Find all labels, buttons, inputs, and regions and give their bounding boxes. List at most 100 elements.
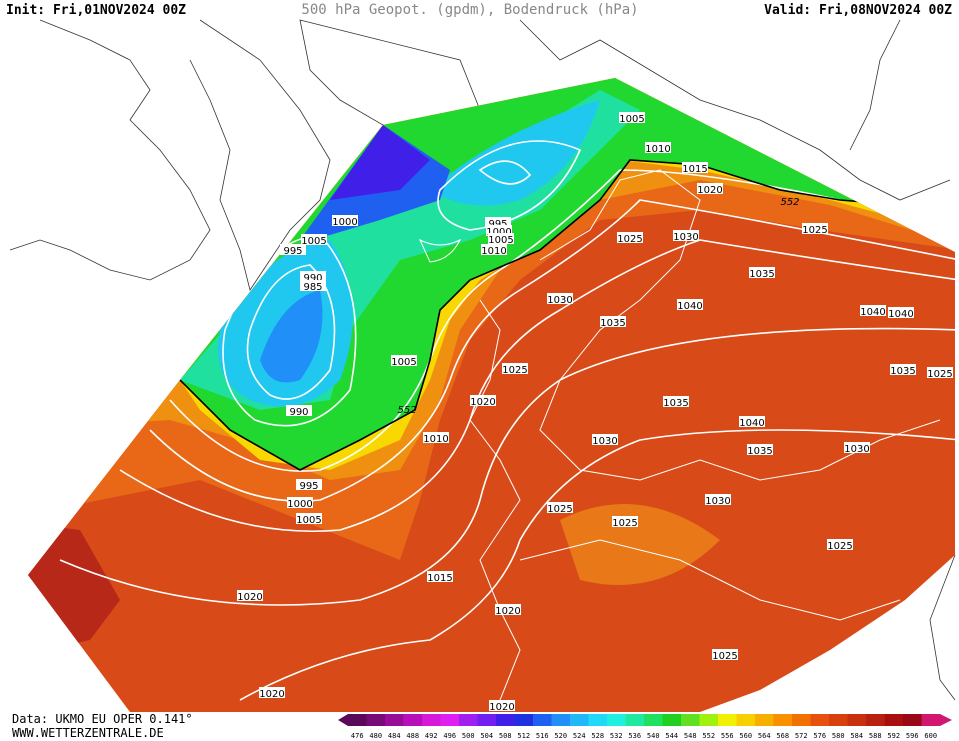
isobar-label-bg (301, 234, 327, 245)
colorbar-box (681, 714, 700, 726)
colorbar-label: 492 (425, 732, 438, 740)
isobar-label-bg (927, 367, 953, 378)
isobar-label: 1035 (600, 318, 625, 329)
isobar-label: 1035 (749, 269, 774, 280)
colorbar-label: 480 (369, 732, 382, 740)
isobar-label: 1020 (495, 606, 520, 617)
isobar-label-bg (600, 316, 626, 327)
isobar-label-bg (391, 355, 417, 366)
isobar-label-bg (300, 280, 326, 291)
isobar-label: 995 (299, 481, 318, 492)
colorbar-box (644, 714, 663, 726)
isobar-label: 1000 (486, 227, 511, 238)
colorbar-box (884, 714, 904, 726)
isobar-label-bg (300, 271, 326, 282)
isobar-label: 1025 (617, 234, 642, 245)
isobar-label: 1035 (747, 446, 772, 457)
isobar-label-bg (619, 112, 645, 123)
colorbar-box (718, 714, 737, 726)
colorbar-label: 560 (739, 732, 752, 740)
isobar-label: 1025 (802, 225, 827, 236)
colorbar-label: 600 (924, 732, 937, 740)
colorbar-box (570, 714, 589, 726)
isobar-label-bg (663, 396, 689, 407)
isobar-label: 1020 (489, 702, 514, 713)
isobar-label-bg (296, 479, 322, 490)
colorbar-box (366, 714, 386, 726)
colorbar-box (903, 714, 922, 726)
isobar-label: 1040 (888, 309, 913, 320)
isobar-label-bg (488, 233, 514, 244)
isobar-label-bg (697, 183, 723, 194)
colorbar-box (829, 714, 848, 726)
colorbar-box (440, 714, 460, 726)
colorbar-box (699, 714, 719, 726)
colorbar-box (847, 714, 867, 726)
isobar-label-bg (890, 364, 916, 375)
colorbar-label: 580 (832, 732, 845, 740)
colorbar-box (662, 714, 682, 726)
colorbar-label: 488 (406, 732, 419, 740)
isobar-label: 985 (303, 282, 322, 293)
isobar-label: 1005 (301, 236, 326, 247)
colorbar-label: 552 (702, 732, 715, 740)
isobar-label: 1000 (332, 217, 357, 228)
isobar-label: 1025 (502, 365, 527, 376)
isobar-label: 1040 (677, 301, 702, 312)
colorbar-label: 576 (813, 732, 826, 740)
colorbar-label: 536 (628, 732, 641, 740)
isobar-label-bg (705, 494, 731, 505)
colorbar-box (866, 714, 885, 726)
isobar-label-bg (502, 363, 528, 374)
isobar-label: 1035 (663, 398, 688, 409)
isobar-label-bg (485, 217, 511, 228)
colorbar-label: 508 (499, 732, 512, 740)
isobar-label: 1040 (739, 418, 764, 429)
isobar-label: 1005 (296, 515, 321, 526)
isobar-label: 1030 (592, 436, 617, 447)
colorbar-label: 528 (591, 732, 604, 740)
isobar-label: 1030 (705, 496, 730, 507)
contour-label: 552 (780, 197, 799, 208)
isobar-label-bg (617, 232, 643, 243)
isobar-label-bg (677, 299, 703, 310)
colorbar-box (551, 714, 571, 726)
colorbar-box (810, 714, 830, 726)
colorbar-end (940, 714, 952, 726)
isobar-label-bg (237, 590, 263, 601)
colorbar-label: 596 (906, 732, 919, 740)
colorbar-box (496, 714, 515, 726)
isobar-label: 1010 (645, 144, 670, 155)
isobar-label-bg (888, 307, 914, 318)
colorbar-box (792, 714, 811, 726)
isobar-label-bg (739, 416, 765, 427)
colorbar-label: 524 (573, 732, 586, 740)
isobar-label: 1005 (391, 357, 416, 368)
isobar-label-bg (682, 162, 708, 173)
isobar-label: 1020 (237, 592, 262, 603)
isobar-label-bg (287, 497, 313, 508)
colorbar-label: 584 (850, 732, 863, 740)
isobar-label-bg (547, 502, 573, 513)
colorbar-label: 516 (536, 732, 549, 740)
colorbar-box (385, 714, 404, 726)
isobar-label: 1020 (259, 689, 284, 700)
isobar-label: 1025 (547, 504, 572, 515)
isobar-label-bg (286, 405, 312, 416)
isobar-label-bg (280, 244, 306, 255)
isobar-label: 1010 (423, 434, 448, 445)
isobar-label-bg (259, 687, 285, 698)
isobar-label-bg (749, 267, 775, 278)
isobar-label: 995 (488, 219, 507, 230)
isobar-label: 1020 (470, 397, 495, 408)
isobar-label: 1000 (287, 499, 312, 510)
isobar-label: 1010 (481, 246, 506, 257)
colorbar-label: 500 (462, 732, 475, 740)
isobar-label: 1020 (697, 185, 722, 196)
colorbar-box (477, 714, 497, 726)
isobar-label-bg (673, 230, 699, 241)
colorbar-box (348, 714, 367, 726)
init-time: Init: Fri,01NOV2024 00Z (6, 3, 186, 18)
colorbar-label: 496 (443, 732, 456, 740)
